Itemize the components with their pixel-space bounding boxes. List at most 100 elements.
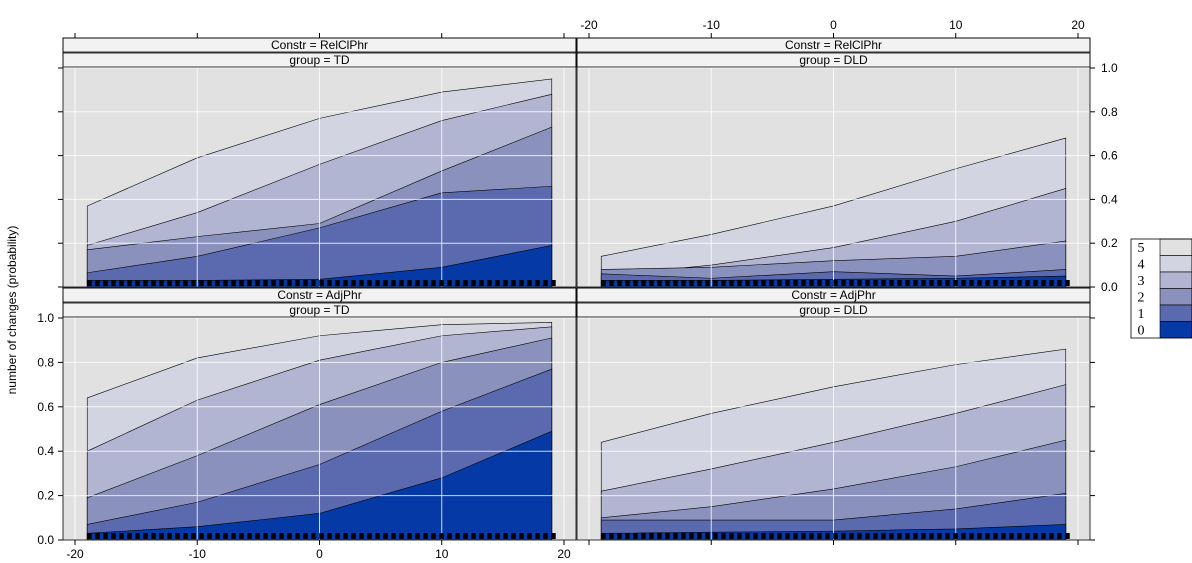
- rug-mark: [119, 280, 124, 286]
- rug-mark: [335, 533, 340, 539]
- rug-mark: [1057, 280, 1062, 286]
- rug-mark: [617, 280, 622, 286]
- rug-mark: [985, 280, 990, 286]
- legend-border: [1130, 238, 1192, 339]
- rug-mark: [367, 280, 372, 286]
- rug-mark: [865, 280, 870, 286]
- rug-mark: [753, 280, 758, 286]
- rug-mark: [263, 533, 268, 539]
- rug-mark: [953, 280, 958, 286]
- legend-label: 4: [1138, 258, 1145, 273]
- rug-mark: [913, 533, 918, 539]
- rug-mark: [841, 533, 846, 539]
- rug-mark: [1033, 533, 1038, 539]
- rug-mark: [881, 280, 886, 286]
- rug-mark: [1057, 533, 1062, 539]
- y-axis-label: number of changes (probability): [5, 226, 19, 395]
- rug-mark: [817, 533, 822, 539]
- rug-mark: [407, 280, 412, 286]
- rug-mark: [745, 533, 750, 539]
- rug-mark: [625, 533, 630, 539]
- rug-mark: [151, 533, 156, 539]
- rug-mark: [191, 280, 196, 286]
- rug-mark: [1009, 280, 1014, 286]
- rug-mark: [335, 280, 340, 286]
- y-tick-label-right: 0.2: [1101, 236, 1118, 250]
- legend-swatch: [1159, 238, 1192, 256]
- rug-mark: [383, 280, 388, 286]
- rug-mark: [367, 533, 372, 539]
- rug-mark: [745, 280, 750, 286]
- rug-mark: [239, 280, 244, 286]
- rug-mark: [543, 280, 548, 286]
- rug-mark: [543, 533, 548, 539]
- rug-mark: [423, 280, 428, 286]
- rug-mark: [721, 533, 726, 539]
- rug-mark: [1025, 280, 1030, 286]
- rug-mark: [937, 280, 942, 286]
- x-tick-label-bottom: 0: [316, 547, 323, 561]
- rug-mark: [399, 280, 404, 286]
- y-tick-label-left: 0.2: [37, 489, 54, 503]
- rug-mark: [303, 533, 308, 539]
- rug-mark: [87, 280, 92, 286]
- rug-mark: [945, 533, 950, 539]
- rug-mark: [857, 533, 862, 539]
- rug-mark: [921, 533, 926, 539]
- rug-mark: [801, 533, 806, 539]
- y-tick-label-left: 1.0: [37, 311, 54, 325]
- rug-mark: [487, 533, 492, 539]
- rug-mark: [961, 533, 966, 539]
- rug-mark: [905, 280, 910, 286]
- rug-mark: [159, 280, 164, 286]
- rug-mark: [319, 280, 324, 286]
- rug-mark: [1065, 533, 1070, 539]
- rug-mark: [865, 533, 870, 539]
- rug-mark: [223, 280, 228, 286]
- rug-mark: [1009, 533, 1014, 539]
- rug-mark: [463, 280, 468, 286]
- rug-mark: [519, 280, 524, 286]
- rug-mark: [697, 533, 702, 539]
- rug-mark: [247, 533, 252, 539]
- x-tick-label-top: 0: [830, 18, 837, 32]
- rug-mark: [343, 533, 348, 539]
- rug-mark: [391, 280, 396, 286]
- legend-label: 2: [1138, 291, 1145, 306]
- y-tick-label-left: 0.6: [37, 400, 54, 414]
- rug-mark: [447, 280, 452, 286]
- rug-mark: [215, 533, 220, 539]
- rug-mark: [729, 533, 734, 539]
- rug-mark: [641, 533, 646, 539]
- rug-mark: [801, 280, 806, 286]
- rug-mark: [175, 280, 180, 286]
- rug-mark: [255, 533, 260, 539]
- rug-mark: [471, 280, 476, 286]
- rug-mark: [601, 533, 606, 539]
- x-tick-label-top: -20: [580, 18, 598, 32]
- rug-mark: [527, 533, 532, 539]
- rug-mark: [641, 280, 646, 286]
- rug-mark: [231, 533, 236, 539]
- x-tick-label-top: 10: [949, 18, 963, 32]
- rug-mark: [127, 280, 132, 286]
- rug-mark: [407, 533, 412, 539]
- x-tick-label-bottom: -20: [66, 547, 84, 561]
- rug-mark: [889, 533, 894, 539]
- rug-mark: [143, 533, 148, 539]
- rug-mark: [713, 533, 718, 539]
- legend-label: 0: [1138, 324, 1145, 339]
- rug-mark: [87, 533, 92, 539]
- rug-mark: [511, 533, 516, 539]
- strip-constr-label: Constr = AdjPhr: [277, 288, 361, 302]
- rug-mark: [431, 533, 436, 539]
- strip-constr-label: Constr = AdjPhr: [791, 288, 875, 302]
- rug-mark: [697, 280, 702, 286]
- rug-mark: [111, 280, 116, 286]
- legend-label: 1: [1138, 307, 1145, 322]
- rug-mark: [503, 280, 508, 286]
- rug-mark: [135, 280, 140, 286]
- rug-mark: [447, 533, 452, 539]
- rug-mark: [551, 533, 556, 539]
- rug-mark: [183, 280, 188, 286]
